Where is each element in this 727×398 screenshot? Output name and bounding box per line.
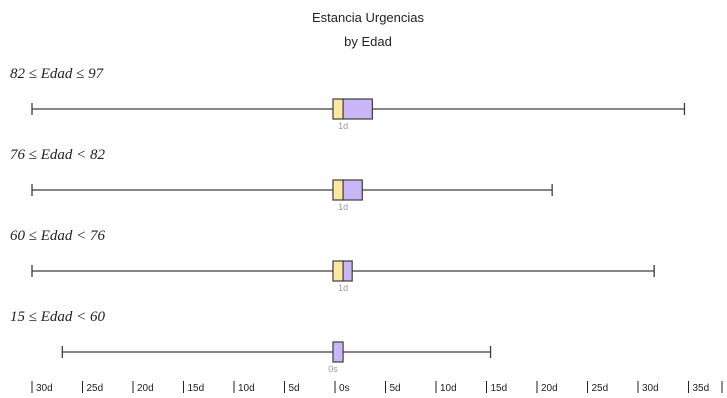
box-group: 15 ≤ Edad < 60 0s [10,309,492,374]
x-tick-label: 30d [36,383,53,394]
group-label: 82 ≤ Edad ≤ 97 [10,66,105,82]
x-tick-label: 25d [87,383,104,394]
box-group: 60 ≤ Edad < 76 1d [10,228,655,293]
x-tick-label: 10d [238,383,255,394]
upper-quartile-box [342,179,363,201]
x-tick-label: 10d [440,383,457,394]
x-tick-label: 15d [491,383,508,394]
x-axis: 30d 25d 20d 15d 10d 5d 0s 5d 10d 15d 20d 25d 30d 35d [31,381,723,394]
x-tick-label: 5d [289,383,300,394]
lower-quartile-box [332,98,344,120]
upper-quartile-box [342,98,373,120]
group-label: 60 ≤ Edad < 76 [10,228,106,244]
x-tick-label: 25d [592,383,609,394]
group-label: 76 ≤ Edad < 82 [10,147,106,163]
chart-subtitle: by Edad [344,34,392,49]
median-label: 1d [338,121,348,131]
median-label: 0s [328,364,338,374]
box-group: 76 ≤ Edad < 82 1d [10,147,553,212]
x-tick-label: 5d [390,383,401,394]
lower-quartile-box [332,179,344,201]
x-tick-label: 30d [642,383,659,394]
upper-quartile-box [342,260,353,282]
median-label: 1d [338,202,348,212]
lower-quartile-box [332,260,344,282]
group-label: 15 ≤ Edad < 60 [10,309,106,325]
x-tick-label: 0s [339,383,350,394]
x-tick-label: 15d [188,383,205,394]
chart-title: Estancia Urgencias [312,10,424,25]
x-tick-label: 35d [693,383,710,394]
box-group: 82 ≤ Edad ≤ 97 1d [10,66,686,131]
upper-quartile-box [332,341,344,363]
x-tick-label: 20d [541,383,558,394]
x-tick-label: 20d [137,383,154,394]
median-label: 1d [338,283,348,293]
